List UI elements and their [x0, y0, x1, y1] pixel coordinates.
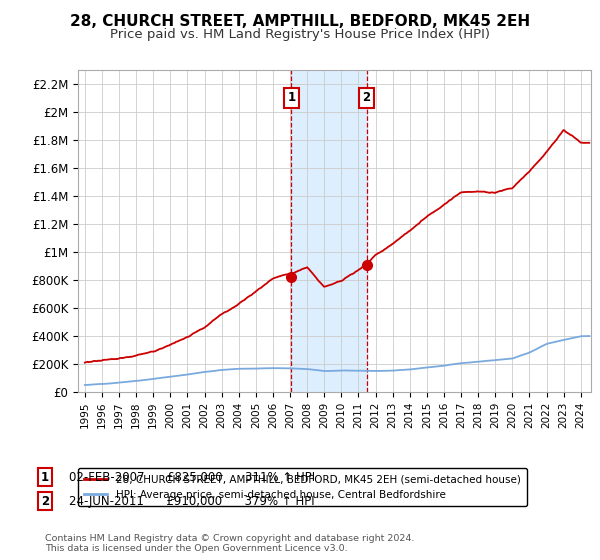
Text: 02-FEB-2007      £825,000      311% ↑ HPI: 02-FEB-2007 £825,000 311% ↑ HPI — [69, 470, 315, 484]
Text: 1: 1 — [41, 470, 49, 484]
Text: 24-JUN-2011      £910,000      379% ↑ HPI: 24-JUN-2011 £910,000 379% ↑ HPI — [69, 494, 314, 508]
Text: 28, CHURCH STREET, AMPTHILL, BEDFORD, MK45 2EH: 28, CHURCH STREET, AMPTHILL, BEDFORD, MK… — [70, 14, 530, 29]
Text: Contains HM Land Registry data © Crown copyright and database right 2024.
This d: Contains HM Land Registry data © Crown c… — [45, 534, 415, 553]
Text: 1: 1 — [287, 91, 296, 105]
Bar — [292, 70, 367, 392]
Text: Price paid vs. HM Land Registry's House Price Index (HPI): Price paid vs. HM Land Registry's House … — [110, 28, 490, 41]
Legend: 28, CHURCH STREET, AMPTHILL, BEDFORD, MK45 2EH (semi-detached house), HPI: Avera: 28, CHURCH STREET, AMPTHILL, BEDFORD, MK… — [78, 468, 527, 506]
Text: 2: 2 — [362, 91, 371, 105]
Text: 2: 2 — [41, 494, 49, 508]
